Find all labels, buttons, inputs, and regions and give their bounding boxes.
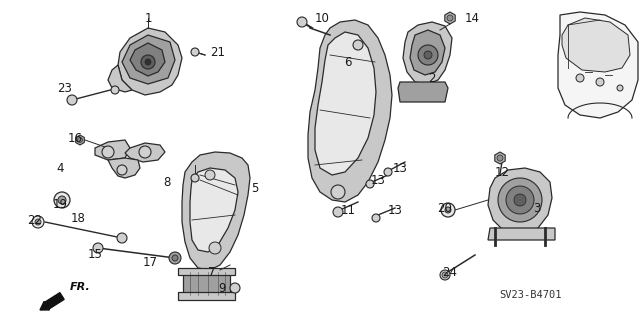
Text: 19: 19 xyxy=(52,198,67,211)
Circle shape xyxy=(169,252,181,264)
Circle shape xyxy=(67,95,77,105)
Polygon shape xyxy=(95,140,130,160)
Circle shape xyxy=(447,15,453,21)
Text: 14: 14 xyxy=(465,11,479,25)
Circle shape xyxy=(205,170,215,180)
Polygon shape xyxy=(495,152,505,164)
Text: 1: 1 xyxy=(144,11,152,25)
Text: 6: 6 xyxy=(344,56,352,69)
Circle shape xyxy=(58,196,66,204)
Polygon shape xyxy=(308,20,392,202)
Text: 13: 13 xyxy=(371,174,385,187)
Circle shape xyxy=(191,48,199,56)
Text: 23: 23 xyxy=(58,81,72,94)
Circle shape xyxy=(93,243,103,253)
Text: 17: 17 xyxy=(143,256,157,269)
Circle shape xyxy=(424,51,432,59)
Circle shape xyxy=(596,78,604,86)
Polygon shape xyxy=(403,22,452,84)
Circle shape xyxy=(145,59,151,65)
Polygon shape xyxy=(190,168,238,252)
Polygon shape xyxy=(122,35,175,84)
Text: FR.: FR. xyxy=(70,282,91,292)
Text: 21: 21 xyxy=(211,46,225,58)
Text: 12: 12 xyxy=(495,166,509,179)
Text: 22: 22 xyxy=(28,213,42,226)
Circle shape xyxy=(77,137,83,143)
Text: 18: 18 xyxy=(70,211,85,225)
Circle shape xyxy=(418,45,438,65)
Circle shape xyxy=(617,85,623,91)
FancyArrow shape xyxy=(40,293,64,310)
Circle shape xyxy=(333,207,343,217)
Polygon shape xyxy=(183,272,230,295)
Polygon shape xyxy=(76,135,84,145)
Polygon shape xyxy=(398,82,448,102)
Polygon shape xyxy=(108,65,132,92)
Circle shape xyxy=(117,233,127,243)
Polygon shape xyxy=(410,30,445,75)
Text: 20: 20 xyxy=(438,202,452,214)
Circle shape xyxy=(230,283,240,293)
Polygon shape xyxy=(178,268,235,275)
Text: 15: 15 xyxy=(88,249,102,262)
Text: 24: 24 xyxy=(442,265,458,278)
Circle shape xyxy=(497,155,503,161)
Polygon shape xyxy=(130,43,165,76)
Circle shape xyxy=(141,55,155,69)
Circle shape xyxy=(331,185,345,199)
Polygon shape xyxy=(315,32,376,175)
Text: 9: 9 xyxy=(218,281,226,294)
Circle shape xyxy=(498,178,542,222)
Text: 8: 8 xyxy=(163,175,171,189)
Circle shape xyxy=(102,146,114,158)
Circle shape xyxy=(445,207,451,213)
Circle shape xyxy=(353,40,363,50)
Text: 7: 7 xyxy=(208,265,216,278)
Circle shape xyxy=(117,165,127,175)
Circle shape xyxy=(35,219,41,225)
Circle shape xyxy=(172,255,178,261)
Text: 10: 10 xyxy=(315,11,330,25)
Text: 2: 2 xyxy=(428,71,436,85)
Text: 4: 4 xyxy=(56,161,64,174)
Circle shape xyxy=(514,194,526,206)
Text: 3: 3 xyxy=(533,202,541,214)
Polygon shape xyxy=(445,12,455,24)
Circle shape xyxy=(209,242,221,254)
Polygon shape xyxy=(488,228,555,240)
Polygon shape xyxy=(182,152,250,270)
Polygon shape xyxy=(488,168,552,235)
Text: 13: 13 xyxy=(388,204,403,217)
Circle shape xyxy=(372,214,380,222)
Polygon shape xyxy=(558,12,638,118)
Polygon shape xyxy=(178,292,235,300)
Polygon shape xyxy=(118,28,182,95)
Text: 16: 16 xyxy=(67,131,83,145)
Circle shape xyxy=(506,186,534,214)
Circle shape xyxy=(384,168,392,176)
Text: 13: 13 xyxy=(392,161,408,174)
Text: 11: 11 xyxy=(340,204,355,217)
Circle shape xyxy=(139,146,151,158)
Text: SV23-B4701: SV23-B4701 xyxy=(499,290,561,300)
Polygon shape xyxy=(125,143,165,162)
Circle shape xyxy=(442,272,448,278)
Polygon shape xyxy=(562,18,630,72)
Circle shape xyxy=(111,86,119,94)
Polygon shape xyxy=(108,158,140,178)
Circle shape xyxy=(441,203,455,217)
Circle shape xyxy=(32,216,44,228)
Circle shape xyxy=(191,174,199,182)
Circle shape xyxy=(54,192,70,208)
Circle shape xyxy=(297,17,307,27)
Circle shape xyxy=(576,74,584,82)
Circle shape xyxy=(440,270,450,280)
Circle shape xyxy=(366,180,374,188)
Text: 5: 5 xyxy=(252,182,259,195)
